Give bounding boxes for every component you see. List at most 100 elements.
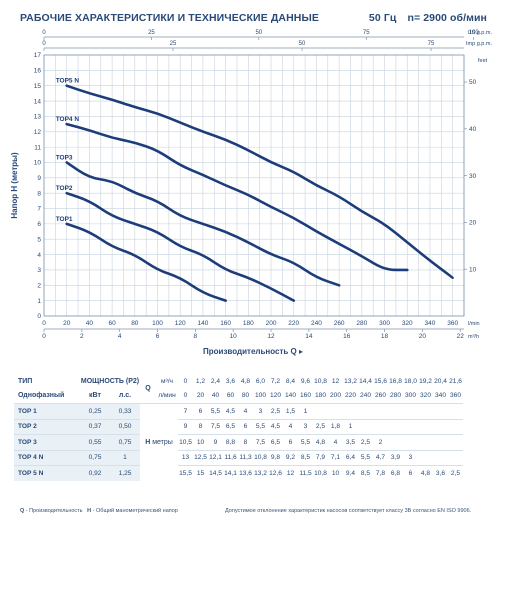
x-tick-label: 0 (42, 320, 46, 327)
x-tick-label: 360 (447, 320, 458, 327)
lmin-value: 340 (434, 392, 446, 400)
m3h-value: 2,4 (210, 377, 221, 385)
lmin-value: 40 (211, 392, 220, 400)
y-tick-label: 1 (37, 298, 41, 305)
q-symbol: Q (145, 385, 151, 392)
head-value: 2 (373, 434, 388, 450)
m3h-tick-label: 6 (156, 333, 160, 340)
h-symbol: H (145, 438, 151, 446)
head-value: 12,1 (208, 449, 223, 466)
head-value: 4,8 (313, 434, 328, 450)
y-tick-label: 17 (34, 52, 42, 59)
feet-tick-label: 30 (469, 173, 477, 180)
x-unit-lmin: l/min (468, 321, 480, 327)
x-tick-label: 60 (108, 320, 116, 327)
impgpm-tick-label: 25 (170, 41, 177, 47)
row-model: TOP 4 N (14, 449, 80, 466)
m3h-tick-label: 0 (42, 333, 46, 340)
curve-top1 (65, 222, 227, 302)
head-value: 3,9 (388, 449, 403, 466)
head-value: 12,6 (268, 465, 283, 481)
head-value: 10,8 (253, 449, 268, 466)
x-tick-label: 200 (266, 320, 277, 327)
x-tick-label: 220 (288, 320, 299, 327)
head-value: 4,7 (373, 449, 388, 466)
head-value: 8 (238, 434, 253, 450)
head-value: 12,5 (193, 449, 208, 466)
footer-h-text: - Общий манометрический напор (91, 508, 178, 514)
x-tick-label: 20 (63, 320, 71, 327)
head-value (448, 449, 463, 466)
row-kw: 0,75 (80, 449, 110, 466)
head-value: 8,5 (358, 465, 373, 481)
lmin-value: 220 (344, 392, 356, 400)
y-tick-label: 5 (37, 236, 41, 243)
head-value (433, 434, 448, 450)
y-tick-label: 9 (37, 175, 41, 182)
feet-tick-label: 50 (469, 79, 477, 86)
head-value: 13,6 (238, 465, 253, 481)
x-tick-label: 240 (311, 320, 322, 327)
m3h-value: 3,6 (225, 377, 236, 385)
m3h-value: 4,8 (240, 377, 251, 385)
row-hp: 0,33 (110, 403, 140, 419)
m3h-tick-label: 14 (305, 333, 313, 340)
head-value: 8 (193, 418, 208, 435)
head-value: 1 (343, 418, 358, 435)
m3h-value: 13,2 (344, 377, 357, 385)
h-unit: метры (150, 438, 173, 446)
m3h-tick-label: 8 (194, 333, 198, 340)
head-value: 11,5 (298, 465, 313, 481)
feet-unit: feet (478, 58, 488, 64)
head-value (358, 418, 373, 435)
y-tick-label: 14 (34, 98, 42, 105)
head-value: 5,5 (298, 434, 313, 450)
row-hp: 0,75 (110, 434, 140, 450)
head-value (388, 403, 403, 419)
head-value: 4,5 (268, 418, 283, 435)
y-tick-label: 0 (37, 313, 41, 320)
row-model: TOP 2 (14, 418, 80, 435)
curve-top3 (65, 161, 341, 287)
x-tick-label: 120 (175, 320, 186, 327)
curve-label: TOP4 N (56, 116, 80, 123)
head-value (313, 403, 328, 419)
m3h-value: 20,4 (434, 377, 447, 385)
head-value: 2,5 (448, 465, 463, 481)
head-value: 3 (403, 449, 418, 466)
table-row: TOP 4 N 0,75 1 13 12,5 12,1 11,6 11,3 10,8 9,8 9,2… (14, 449, 463, 466)
head-value: 2,5 (358, 434, 373, 450)
lmin-value: 320 (419, 392, 431, 400)
head-value: 6,5 (223, 418, 238, 435)
col-header-power: МОЩНОСТЬ (P2) (80, 377, 140, 385)
lmin-value: 80 (241, 392, 250, 400)
m3h-value: 8,4 (285, 377, 296, 385)
head-value (358, 403, 373, 419)
speed-label: n= 2900 об/мин (407, 12, 487, 24)
head-value: 2,5 (313, 418, 328, 435)
impgpm-tick-label: 50 (299, 41, 306, 47)
m3h-tick-label: 22 (457, 333, 465, 340)
footer-q-key: Q (20, 508, 25, 514)
col-header-lmin-unit: л/мин (158, 392, 176, 400)
usgpm-tick-label: 50 (255, 30, 262, 36)
head-value (403, 434, 418, 450)
curve-top2 (65, 191, 296, 302)
head-value (388, 418, 403, 435)
col-header-m3h-unit: м³/ч (161, 377, 173, 385)
head-value (418, 418, 433, 435)
lmin-value: 120 (269, 392, 281, 400)
usgpm-tick-label: 0 (42, 30, 46, 36)
x-tick-label: 260 (334, 320, 345, 327)
m3h-value: 19,2 (419, 377, 432, 385)
footer-h-key: H (87, 508, 92, 514)
lmin-value: 280 (389, 392, 401, 400)
x-tick-label: 180 (243, 320, 254, 327)
head-value: 8,5 (298, 449, 313, 466)
head-value: 6 (238, 418, 253, 435)
head-value: 4 (283, 418, 298, 435)
lmin-value: 140 (284, 392, 296, 400)
y-tick-label: 16 (34, 68, 42, 75)
head-value: 9 (178, 418, 193, 435)
